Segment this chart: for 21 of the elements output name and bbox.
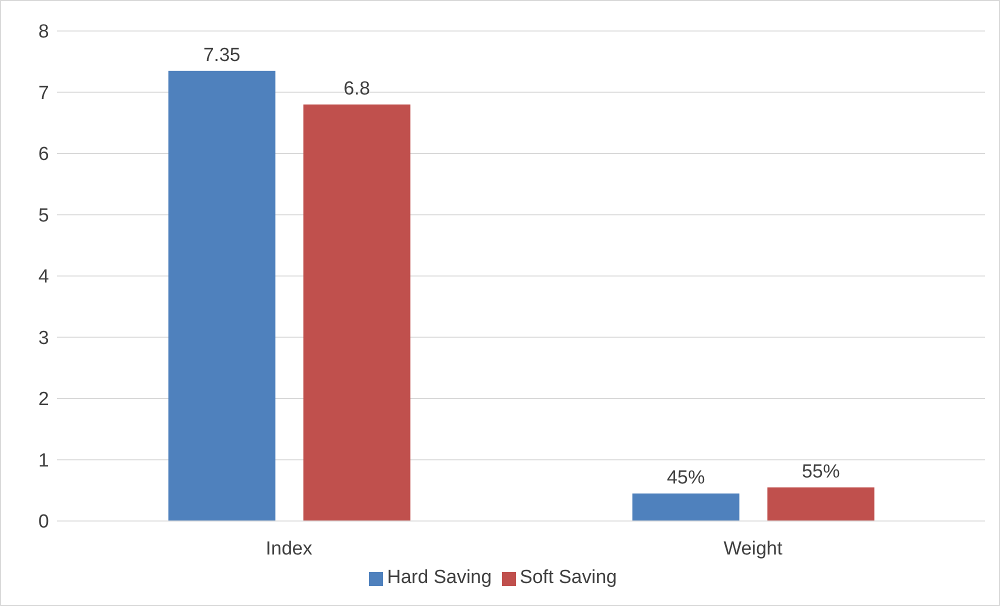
y-tick-label: 1 <box>38 450 49 472</box>
legend-label: Hard Saving <box>387 567 492 588</box>
legend-label: Soft Saving <box>520 567 617 588</box>
y-tick-label: 5 <box>38 205 49 226</box>
x-tick-label: Weight <box>724 538 784 560</box>
data-label: 7.35 <box>203 44 240 66</box>
y-tick-label: 7 <box>38 82 49 104</box>
y-tick-label: 3 <box>38 328 49 349</box>
y-tick-label: 0 <box>38 512 49 533</box>
bar <box>767 487 874 521</box>
x-tick-label: Index <box>266 538 313 560</box>
bar <box>303 104 410 521</box>
data-label: 45% <box>666 467 705 488</box>
data-label: 6.8 <box>344 78 370 100</box>
bar <box>632 493 740 521</box>
y-tick-label: 8 <box>38 22 49 43</box>
y-tick-label: 4 <box>38 266 50 288</box>
y-tick-label: 2 <box>38 389 49 410</box>
bar <box>168 70 276 521</box>
data-label: 55% <box>802 461 840 482</box>
y-tick-label: 6 <box>38 144 49 166</box>
